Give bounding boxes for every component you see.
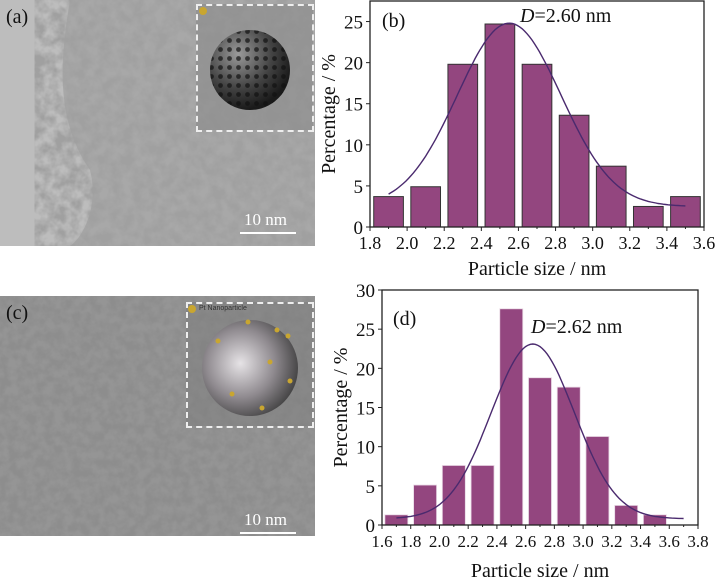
x-tick-label-d: 3.2 xyxy=(601,532,622,551)
x-tick-label-b: 2.2 xyxy=(433,233,456,253)
mean-diameter-annotation-b: D=2.60 nm xyxy=(519,5,612,27)
y-tick-label-b: 20 xyxy=(344,54,363,75)
histogram-bar-d xyxy=(441,465,466,526)
y-tick-label-d: 15 xyxy=(356,399,375,420)
panel-label-d: (d) xyxy=(393,308,416,330)
histogram-bar-b xyxy=(521,63,553,228)
x-tick-label-d: 3.0 xyxy=(572,532,593,551)
inset-box-c xyxy=(186,302,314,428)
histogram-bar-b xyxy=(373,196,404,228)
x-tick-label-d: 2.2 xyxy=(458,532,479,551)
y-tick-label-b: 5 xyxy=(354,177,364,198)
annotation-symbol: D xyxy=(519,5,535,27)
histogram-bar-d xyxy=(528,377,552,526)
x-tick-label-b: 3.4 xyxy=(656,233,679,253)
histogram-bar-d xyxy=(614,505,639,526)
annotation-value: =2.62 nm xyxy=(545,316,622,338)
x-tick-label-d: 3.4 xyxy=(630,532,652,551)
x-tick-label-b: 3.6 xyxy=(693,233,716,253)
histogram-bar-b xyxy=(632,205,664,228)
x-axis-label-b: Particle size / nm xyxy=(468,258,607,280)
histogram-bar-b xyxy=(484,23,516,228)
gaussian-fit-curve-d xyxy=(396,343,684,520)
scale-bar-label-a: 10 nm xyxy=(244,210,287,229)
tem-texture-c xyxy=(0,296,315,536)
x-tick-label-d: 2.8 xyxy=(544,532,565,551)
annotation-symbol: D xyxy=(530,316,546,338)
histogram-bar-d xyxy=(499,308,524,526)
histogram-bar-b xyxy=(558,114,590,228)
panel-label-b: (b) xyxy=(382,10,405,32)
y-tick-label-d: 20 xyxy=(356,359,375,380)
tem-image-a: (a) 10 nm xyxy=(0,0,315,246)
histogram-bar-b xyxy=(447,63,479,228)
histogram-bar-d xyxy=(556,386,581,526)
x-tick-label-b: 2.8 xyxy=(544,233,567,253)
x-axis-label-d: Particle size / nm xyxy=(471,560,610,579)
y-tick-label-d: 0 xyxy=(366,516,376,537)
y-tick-label-b: 10 xyxy=(344,136,363,157)
x-tick-label-d: 2.0 xyxy=(429,532,450,551)
x-tick-label-b: 2.4 xyxy=(470,233,493,253)
x-tick-label-d: 3.8 xyxy=(687,532,708,551)
inset-box-a xyxy=(196,4,314,132)
annotation-value: =2.60 nm xyxy=(534,5,611,27)
panel-label-a: (a) xyxy=(6,6,29,28)
histogram-bar-d xyxy=(470,465,495,526)
y-axis-label-d: Percentage / % xyxy=(330,348,352,468)
x-tick-label-d: 3.6 xyxy=(659,532,680,551)
y-tick-label-b: 15 xyxy=(344,95,363,116)
histogram-bar-d xyxy=(413,484,437,526)
histogram-bar-d xyxy=(384,514,409,526)
scale-bar-label-c: 10 nm xyxy=(244,510,287,529)
tem-texture-a xyxy=(0,0,315,246)
y-tick-label-d: 30 xyxy=(356,281,375,302)
x-tick-label-b: 1.8 xyxy=(359,233,382,253)
y-tick-label-b: 0 xyxy=(354,218,364,239)
tem-image-c: Pt Nanoparticle (c) 10 nm xyxy=(0,296,315,536)
y-tick-label-d: 25 xyxy=(356,320,375,341)
x-tick-label-b: 2.0 xyxy=(396,233,419,253)
y-axis-label-b: Percentage / % xyxy=(318,54,340,174)
gaussian-fit-curve-b xyxy=(388,22,686,207)
scale-bar-c xyxy=(240,532,296,534)
panel-label-c: (c) xyxy=(6,302,29,324)
y-tick-label-b: 25 xyxy=(344,13,363,34)
x-tick-label-d: 1.8 xyxy=(400,532,421,551)
y-tick-label-d: 10 xyxy=(356,438,375,459)
inset-legend-label: Pt Nanoparticle xyxy=(199,305,247,312)
histogram-bar-b xyxy=(670,196,701,228)
scale-bar-a xyxy=(240,232,296,234)
x-tick-label-d: 2.6 xyxy=(515,532,536,551)
x-tick-label-d: 2.4 xyxy=(486,532,508,551)
histogram-bar-b xyxy=(595,165,627,228)
x-tick-label-b: 2.6 xyxy=(507,233,530,253)
x-tick-label-b: 3.2 xyxy=(619,233,642,253)
y-tick-label-d: 5 xyxy=(366,477,376,498)
x-tick-label-b: 3.0 xyxy=(581,233,604,253)
mean-diameter-annotation-d: D=2.62 nm xyxy=(530,316,623,338)
x-tick-label-d: 1.6 xyxy=(371,532,392,551)
histogram-bar-b xyxy=(410,186,442,228)
